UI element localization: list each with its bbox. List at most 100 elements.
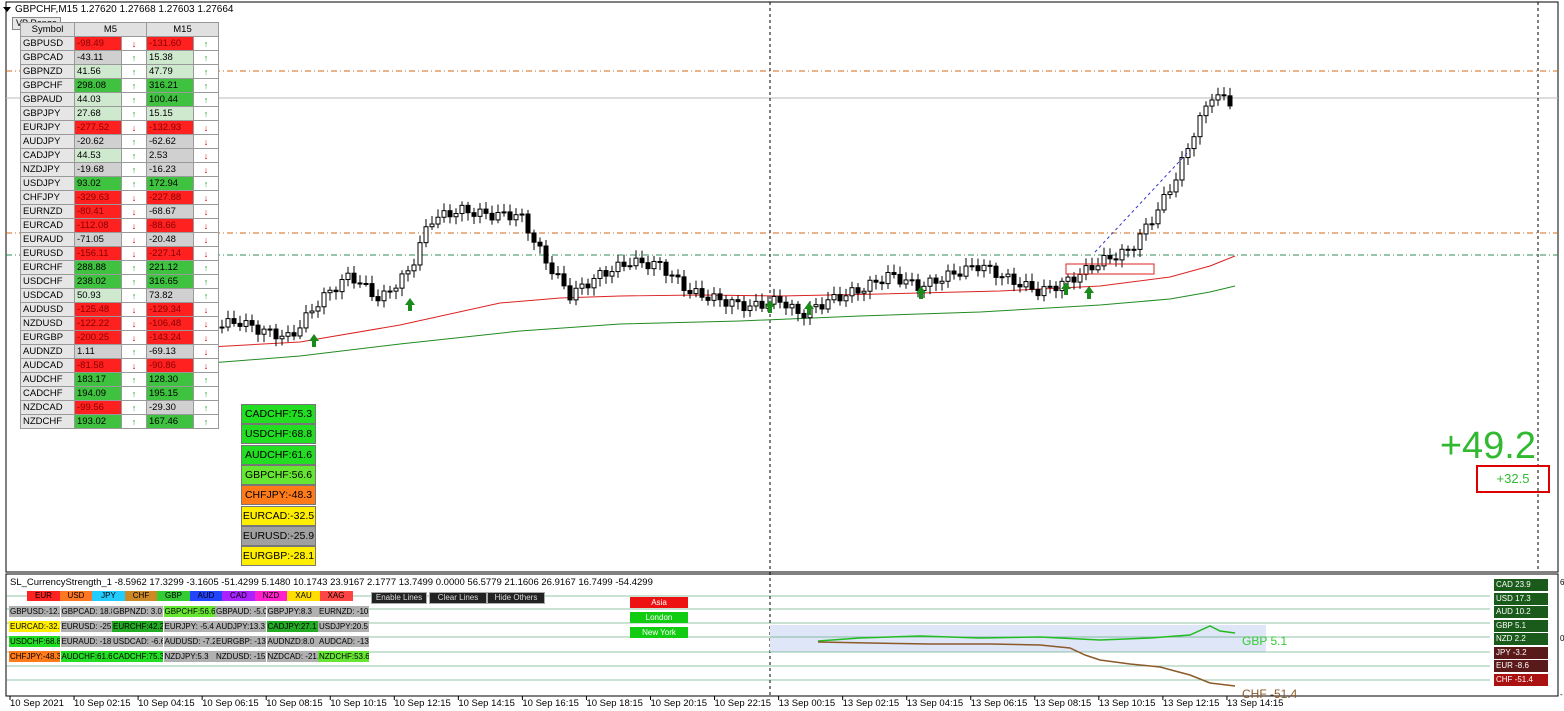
currency-button-xag[interactable]: XAG [319,591,353,601]
x-tick-label: 13 Sep 06:15 [970,698,1028,709]
pair-cell: EURUSD: -25.9 [60,621,112,632]
arrow-down-icon: ↓ [121,316,147,331]
currency-button-chf[interactable]: CHF [124,591,158,601]
dropdown-icon[interactable] [3,6,11,12]
table-row[interactable]: AUDJPY -20.62 ↑ -62.62 ↓ [20,134,219,149]
arrow-up-icon: ↑ [121,274,147,289]
table-row[interactable]: EURJPY -277.52 ↓ -132.93 ↓ [20,120,219,135]
currency-button-cad[interactable]: CAD [222,591,255,601]
arrow-up-icon: ↑ [121,260,147,275]
symbol-cell: NZDJPY [20,162,75,177]
currency-button-gbp[interactable]: GBP [157,591,190,601]
zone-box [1065,263,1155,275]
table-row[interactable]: GBPJPY 27.68 ↑ 15.15 ↑ [20,106,219,121]
session-asia: Asia [630,597,688,608]
table-row[interactable]: EURAUD -71.05 ↓ -20.48 ↓ [20,232,219,247]
m5-value: 27.68 [74,106,122,121]
m5-value: -20.62 [74,134,122,149]
table-row[interactable]: GBPCAD -43.11 ↑ 15.38 ↑ [20,50,219,65]
legend-item: EUR -8.6 [1494,660,1548,672]
m5-value: 194.09 [74,386,122,401]
chf-line-label: CHF -51.4 [1242,687,1298,701]
table-row[interactable]: EURUSD -156.11 ↓ -227.14 ↓ [20,246,219,261]
symbol-cell: AUDUSD [20,302,75,317]
currency-table: Symbol M5 M15 GBPUSD -98.49 ↓ -131.60 ↑ GBPCA… [20,22,219,429]
x-tick-label: 10 Sep 18:15 [586,698,643,709]
m5-value: 44.53 [74,148,122,163]
symbol-cell: GBPJPY [20,106,75,121]
pair-strength-box: EURUSD:-25.9 [241,525,316,546]
m15-value: 2.53 [146,148,194,163]
table-row[interactable]: CADJPY 44.53 ↑ 2.53 ↓ [20,148,219,163]
currency-button-eur[interactable]: EUR [27,591,60,601]
table-row[interactable]: NZDUSD -122.22 ↓ -106.48 ↓ [20,316,219,331]
chf-strength-line [817,641,1236,687]
table-row[interactable]: NZDJPY -19.68 ↑ -16.23 ↓ [20,162,219,177]
x-tick-label: 10 Sep 14:15 [458,698,515,709]
table-row[interactable]: AUDNZD 1.11 ↑ -69.13 ↓ [20,344,219,359]
m5-value: -125.48 [74,302,122,317]
arrow-up-icon: ↑ [121,288,147,303]
table-row[interactable]: AUDCHF 183.17 ↑ 128.30 ↑ [20,372,219,387]
pair-strength-box: AUDCHF:61.6 [241,444,316,465]
table-row[interactable]: GBPNZD 41.56 ↑ 47.79 ↑ [20,64,219,79]
currency-button-usd[interactable]: USD [59,591,93,601]
arrow-up-icon: ↑ [193,372,219,387]
x-tick-label: 10 Sep 06:15 [202,698,259,709]
m15-value: -143.24 [146,330,194,345]
table-row[interactable]: USDCAD 50.93 ↑ 73.82 ↑ [20,288,219,303]
x-tick-label: 10 Sep 08:15 [266,698,323,709]
pair-cell: GBPAUD: -5.0 [215,606,266,617]
table-row[interactable]: NZDCHF 193.02 ↑ 167.46 ↑ [20,414,219,429]
table-row[interactable]: GBPCHF 298.08 ↑ 316.21 ↑ [20,78,219,93]
arrow-down-icon: ↓ [121,218,147,233]
enable-lines-button[interactable]: Enable Lines [371,592,427,604]
table-row[interactable]: AUDCAD -81.58 ↓ -90.86 ↓ [20,358,219,373]
table-row[interactable]: CADCHF 194.09 ↑ 195.15 ↑ [20,386,219,401]
hide-others-button[interactable]: Hide Others [487,592,545,604]
table-row[interactable]: GBPAUD 44.03 ↑ 100.44 ↑ [20,92,219,107]
currency-button-aud[interactable]: AUD [189,591,223,601]
table-row[interactable]: USDCHF 238.02 ↑ 316.65 ↑ [20,274,219,289]
m15-value: 316.21 [146,78,194,93]
m15-value: -106.48 [146,316,194,331]
arrow-down-icon: ↓ [193,358,219,373]
m5-value: -329.63 [74,190,122,205]
table-row[interactable]: EURNZD -80.41 ↓ -68.67 ↓ [20,204,219,219]
m15-value: 15.15 [146,106,194,121]
clear-lines-button[interactable]: Clear Lines [429,592,487,604]
m15-value: -129.34 [146,302,194,317]
table-row[interactable]: EURGBP -200.25 ↓ -143.24 ↓ [20,330,219,345]
pair-strength-box: GBPCHF:56.6 [241,464,316,485]
symbol-cell: USDCAD [20,288,75,303]
table-row[interactable]: EURCHF 288.88 ↑ 221.12 ↑ [20,260,219,275]
arrow-up-icon: ↑ [193,176,219,191]
arrow-down-icon: ↓ [193,316,219,331]
ma-green [209,285,1236,364]
legend-item: GBP 5.1 [1494,619,1548,632]
table-row[interactable]: EURCAD -112.08 ↓ -88.66 ↓ [20,218,219,233]
table-row[interactable]: GBPUSD -98.49 ↓ -131.60 ↑ [20,36,219,51]
table-row[interactable]: CHFJPY -329.63 ↓ -227.88 ↓ [20,190,219,205]
symbol-cell: GBPCAD [20,50,75,65]
pair-cell: AUDUSD: -7.2 [163,636,215,647]
table-row[interactable]: NZDCAD -99.56 ↑ -29.30 ↑ [20,400,219,415]
arrow-up-icon: ↑ [193,288,219,303]
arrow-up-icon: ↑ [121,106,147,121]
currency-button-nzd[interactable]: NZD [254,591,288,601]
m15-value: 167.46 [146,414,194,429]
m15-value: -88.66 [146,218,194,233]
m5-value: -277.52 [74,120,122,135]
currency-button-xau[interactable]: XAU [287,591,320,601]
pair-strength-box: CADCHF:75.3 [241,404,316,424]
table-row[interactable]: AUDUSD -125.48 ↓ -129.34 ↓ [20,302,219,317]
gbp-line-label: GBP 5.1 [1242,634,1288,648]
currency-button-jpy[interactable]: JPY [92,591,125,601]
arrow-down-icon: ↓ [121,120,147,135]
m15-value: 195.15 [146,386,194,401]
x-tick-label: 10 Sep 04:15 [138,698,195,709]
table-row[interactable]: USDJPY 93.02 ↑ 172.94 ↑ [20,176,219,191]
legend-item: NZD 2.2 [1494,633,1548,645]
pair-cell: EURNZD: -10.6 [318,606,369,617]
